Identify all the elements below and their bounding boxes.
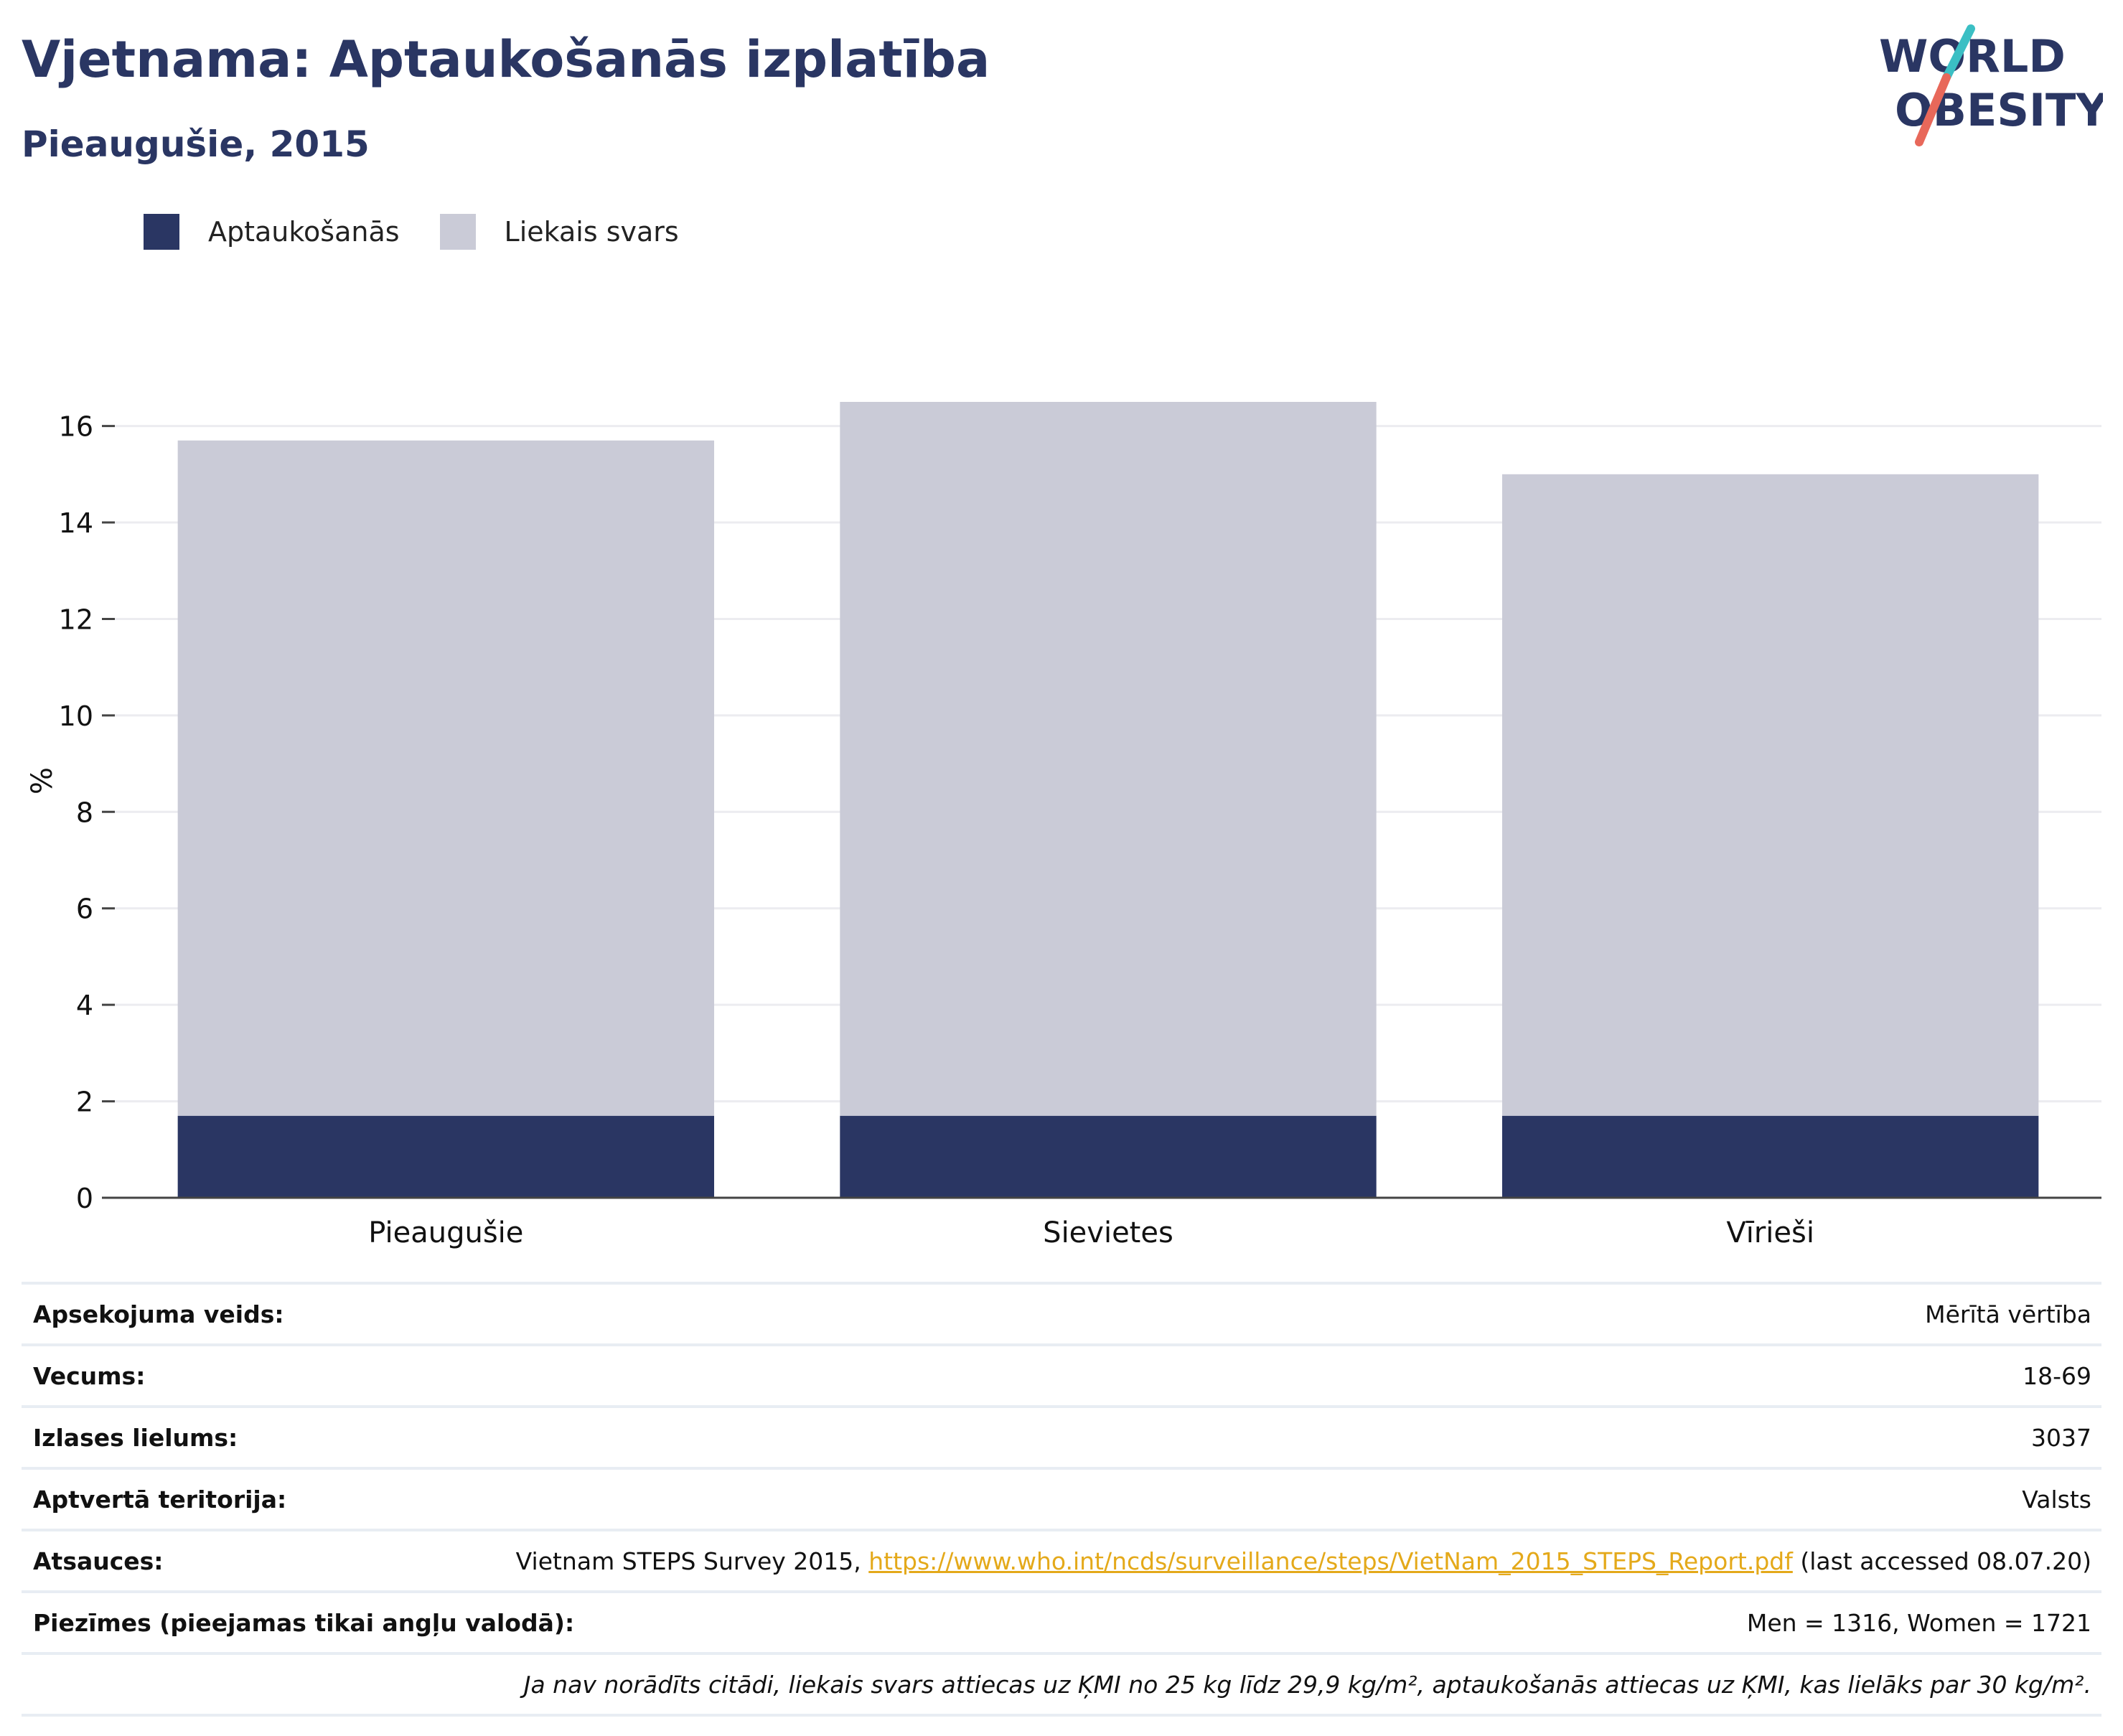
references-link[interactable]: https://www.who.int/ncds/surveillance/st…	[868, 1547, 1793, 1575]
age-label: Vecums:	[33, 1361, 146, 1390]
info-row-coverage: Aptvertā teritorija: Valsts	[22, 1470, 2101, 1531]
info-row-survey-type: Apsekojuma veids: Mērītā vērtība	[22, 1282, 2101, 1346]
info-row-footnote: Ja nav norādīts citādi, liekais svars at…	[22, 1655, 2101, 1717]
coverage-label: Aptvertā teritorija:	[33, 1485, 287, 1514]
bar-obesity[interactable]	[840, 1115, 1377, 1198]
chart-legend: Aptaukošanās Liekais svars	[144, 212, 719, 252]
x-tick-labels: Pieaugušie Sievietes Vīrieši	[368, 1216, 1814, 1249]
sample-size-label: Izlases lielums:	[33, 1423, 238, 1452]
survey-type-label: Apsekojuma veids:	[33, 1300, 284, 1328]
logo-text-world: WORLD	[1879, 30, 2066, 83]
legend-swatch-overweight	[439, 214, 476, 250]
x-tick-label: Sievietes	[1043, 1216, 1173, 1249]
info-row-notes: Piezīmes (pieejamas tikai angļu valodā):…	[22, 1593, 2101, 1655]
y-tick-label: 2	[76, 1087, 93, 1118]
y-tick-label: 10	[59, 700, 93, 732]
legend-item-overweight[interactable]: Liekais svars	[439, 214, 679, 250]
sample-size-value: 3037	[2031, 1423, 2091, 1452]
y-axis-label: %	[26, 767, 59, 794]
y-tick-label: 16	[59, 411, 93, 443]
page-title: Vjetnama: Aptaukošanās izplatība	[22, 30, 990, 89]
survey-type-value: Mērītā vērtība	[1925, 1300, 2091, 1328]
y-tick-labels: 0 2 4 6 8 10 12 14 16	[59, 411, 115, 1214]
y-tick-label: 6	[76, 893, 93, 925]
legend-item-obesity[interactable]: Aptaukošanās	[144, 214, 400, 250]
legend-swatch-obesity	[144, 214, 179, 250]
footnote: Ja nav norādīts citādi, liekais svars at…	[523, 1670, 2091, 1699]
references-prefix: Vietnam STEPS Survey 2015,	[515, 1547, 869, 1575]
legend-label-overweight: Liekais svars	[504, 216, 679, 248]
logo-slash-teal	[1942, 24, 1975, 82]
info-row-references: Atsauces: Vietnam STEPS Survey 2015, htt…	[22, 1531, 2101, 1593]
y-tick-label: 14	[59, 507, 93, 539]
bars	[177, 402, 2039, 1198]
logo-slash-coral	[1915, 73, 1951, 146]
info-row-age: Vecums: 18-69	[22, 1346, 2101, 1408]
bar-overweight[interactable]	[1501, 474, 2039, 1116]
bar-obesity[interactable]	[177, 1115, 715, 1198]
x-tick-label: Vīrieši	[1726, 1216, 1814, 1249]
bar-chart: 0 2 4 6 8 10 12 14 16 Pieaugušie Sievietes Vīrieši…	[26, 402, 2101, 1249]
y-tick-label: 0	[76, 1183, 93, 1214]
legend-label-obesity: Aptaukošanās	[208, 216, 400, 248]
references-value: Vietnam STEPS Survey 2015, https://www.w…	[516, 1547, 2101, 1575]
info-table: Apsekojuma veids: Mērītā vērtība Vecums:…	[22, 1282, 2101, 1717]
notes-value: Men = 1316, Women = 1721	[1746, 1608, 2091, 1637]
notes-label: Piezīmes (pieejamas tikai angļu valodā):	[33, 1608, 575, 1637]
y-tick-label: 12	[59, 604, 93, 635]
world-obesity-logo: WORLD OBESITY	[1879, 24, 2103, 146]
x-tick-label: Pieaugušie	[368, 1216, 523, 1249]
bar-overweight[interactable]	[177, 440, 715, 1116]
y-tick-label: 8	[76, 797, 93, 828]
info-row-sample-size: Izlases lielums: 3037	[22, 1408, 2101, 1470]
coverage-value: Valsts	[2022, 1485, 2091, 1514]
references-label: Atsauces:	[33, 1547, 164, 1575]
bar-obesity[interactable]	[1501, 1115, 2039, 1198]
page-subtitle: Pieaugušie, 2015	[22, 123, 370, 165]
references-suffix: (last accessed 08.07.20)	[1792, 1547, 2091, 1575]
bar-overweight[interactable]	[840, 402, 1377, 1116]
y-tick-label: 4	[76, 990, 93, 1021]
age-value: 18-69	[2023, 1361, 2091, 1390]
